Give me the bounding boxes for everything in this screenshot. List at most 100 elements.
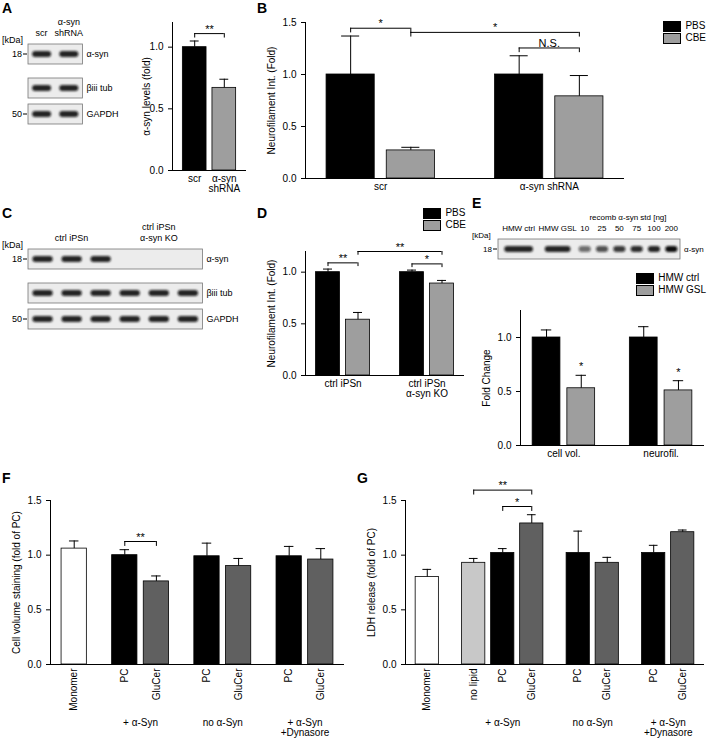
svg-text:GluCer: GluCer bbox=[526, 668, 537, 700]
svg-text:PC: PC bbox=[201, 669, 212, 683]
svg-text:50: 50 bbox=[12, 314, 22, 324]
svg-text:Neurofilament Int. (Fold): Neurofilament Int. (Fold) bbox=[266, 260, 277, 368]
svg-text:PC: PC bbox=[283, 669, 294, 683]
svg-text:scr: scr bbox=[188, 173, 202, 184]
svg-text:0.5: 0.5 bbox=[383, 604, 397, 615]
svg-text:*: * bbox=[515, 496, 520, 508]
svg-text:βiii tub: βiii tub bbox=[86, 83, 112, 93]
svg-text:0.5: 0.5 bbox=[150, 103, 164, 114]
svg-text:0.0: 0.0 bbox=[383, 659, 397, 670]
svg-text:200: 200 bbox=[665, 224, 679, 233]
svg-text:α-syn: α-syn bbox=[58, 17, 80, 27]
svg-text:GluCer: GluCer bbox=[151, 668, 162, 700]
svg-text:Fold Change: Fold Change bbox=[481, 349, 492, 407]
svg-text:**: ** bbox=[136, 531, 145, 543]
svg-text:βiii tub: βiii tub bbox=[206, 288, 232, 298]
svg-text:[kDa]: [kDa] bbox=[2, 240, 23, 250]
svg-text:*: * bbox=[676, 366, 681, 378]
svg-text:ctrl iPSnα-syn KO: ctrl iPSnα-syn KO bbox=[406, 378, 448, 399]
svg-text:GluCer: GluCer bbox=[601, 668, 612, 700]
svg-text:LDH release (fold of PC): LDH release (fold of PC) bbox=[366, 528, 377, 637]
svg-text:0.5: 0.5 bbox=[498, 386, 512, 397]
svg-text:GluCer: GluCer bbox=[677, 668, 688, 700]
svg-text:HMW GSL: HMW GSL bbox=[538, 224, 577, 233]
svg-text:α-syn: α-syn bbox=[684, 245, 704, 254]
svg-text:1.0: 1.0 bbox=[150, 41, 164, 52]
svg-text:neurofil.: neurofil. bbox=[643, 448, 679, 459]
svg-text:1.0: 1.0 bbox=[28, 549, 42, 560]
svg-text:1.0: 1.0 bbox=[383, 549, 397, 560]
svg-text:18: 18 bbox=[12, 254, 22, 264]
svg-text:*: * bbox=[425, 253, 430, 265]
svg-text:50: 50 bbox=[615, 224, 624, 233]
svg-text:Cell volume staining (fold of: Cell volume staining (fold of PC) bbox=[11, 511, 22, 654]
svg-text:α-syn KO: α-syn KO bbox=[140, 233, 178, 243]
svg-text:[kDa]: [kDa] bbox=[472, 231, 491, 240]
svg-text:HMW ctrl: HMW ctrl bbox=[502, 224, 535, 233]
svg-text:1.5: 1.5 bbox=[283, 17, 297, 28]
svg-text:10: 10 bbox=[580, 224, 589, 233]
svg-text:ctrl iPSn: ctrl iPSn bbox=[142, 222, 176, 232]
svg-text:GAPDH: GAPDH bbox=[206, 314, 238, 324]
svg-text:PC: PC bbox=[119, 669, 130, 683]
svg-text:**: ** bbox=[339, 252, 348, 264]
svg-text:0.5: 0.5 bbox=[28, 604, 42, 615]
svg-text:GAPDH: GAPDH bbox=[86, 109, 118, 119]
svg-text:0.0: 0.0 bbox=[498, 440, 512, 451]
svg-text:α-syn shRNA: α-syn shRNA bbox=[520, 181, 579, 192]
svg-text:75: 75 bbox=[632, 224, 641, 233]
svg-text:*: * bbox=[379, 17, 384, 29]
svg-text:shRNA: shRNA bbox=[55, 28, 84, 38]
svg-text:**: ** bbox=[396, 241, 405, 253]
svg-text:GluCer: GluCer bbox=[233, 668, 244, 700]
svg-text:+ α-Syn+Dynasore: + α-Syn+Dynasore bbox=[281, 717, 330, 738]
svg-text:E: E bbox=[472, 195, 481, 211]
svg-text:no α-Syn: no α-Syn bbox=[573, 717, 613, 728]
svg-text:0.5: 0.5 bbox=[283, 121, 297, 132]
svg-text:PC: PC bbox=[497, 669, 508, 683]
svg-text:α-syn: α-syn bbox=[206, 254, 228, 264]
svg-text:*: * bbox=[493, 21, 498, 33]
svg-text:N.S.: N.S. bbox=[539, 37, 560, 49]
svg-text:no α-Syn: no α-Syn bbox=[203, 717, 243, 728]
svg-text:PC: PC bbox=[648, 669, 659, 683]
svg-text:α-syn: α-syn bbox=[86, 49, 108, 59]
svg-text:**: ** bbox=[498, 479, 507, 491]
svg-text:[kDa]: [kDa] bbox=[2, 35, 23, 45]
svg-text:0.0: 0.0 bbox=[283, 370, 297, 381]
svg-text:A: A bbox=[2, 0, 12, 16]
svg-text:Monomer: Monomer bbox=[68, 668, 79, 711]
svg-text:α-syn levels (fold): α-syn levels (fold) bbox=[141, 57, 152, 136]
svg-text:α-synshRNA: α-synshRNA bbox=[208, 173, 240, 194]
svg-text:0.5: 0.5 bbox=[283, 318, 297, 329]
svg-text:1.0: 1.0 bbox=[283, 69, 297, 80]
svg-text:Monomer: Monomer bbox=[421, 668, 432, 711]
svg-text:GluCer: GluCer bbox=[315, 668, 326, 700]
svg-text:0.0: 0.0 bbox=[28, 659, 42, 670]
svg-text:Neurofilament Int. (Fold): Neurofilament Int. (Fold) bbox=[266, 47, 277, 155]
svg-text:1.0: 1.0 bbox=[498, 332, 512, 343]
svg-text:PC: PC bbox=[572, 669, 583, 683]
svg-text:+ α-Syn: + α-Syn bbox=[123, 717, 158, 728]
svg-text:18: 18 bbox=[12, 49, 22, 59]
svg-text:+ α-Syn+Dynasore: + α-Syn+Dynasore bbox=[644, 717, 693, 738]
svg-text:no lipid: no lipid bbox=[468, 669, 479, 701]
svg-text:50: 50 bbox=[12, 109, 22, 119]
svg-text:scr: scr bbox=[374, 181, 388, 192]
svg-text:*: * bbox=[579, 360, 584, 372]
svg-text:C: C bbox=[2, 205, 12, 221]
svg-text:100: 100 bbox=[647, 224, 661, 233]
svg-text:+ α-Syn: + α-Syn bbox=[485, 717, 520, 728]
svg-text:1.5: 1.5 bbox=[383, 495, 397, 506]
svg-text:ctrl iPSn: ctrl iPSn bbox=[324, 378, 361, 389]
svg-text:recomb α-syn std [ng]: recomb α-syn std [ng] bbox=[589, 213, 666, 222]
svg-text:scr: scr bbox=[36, 28, 48, 38]
svg-text:1.5: 1.5 bbox=[28, 495, 42, 506]
svg-text:25: 25 bbox=[598, 224, 607, 233]
svg-text:1.0: 1.0 bbox=[283, 266, 297, 277]
svg-text:0.0: 0.0 bbox=[283, 173, 297, 184]
svg-text:**: ** bbox=[205, 23, 214, 35]
svg-text:18: 18 bbox=[483, 245, 492, 254]
svg-text:0.0: 0.0 bbox=[150, 165, 164, 176]
svg-text:cell vol.: cell vol. bbox=[547, 448, 580, 459]
